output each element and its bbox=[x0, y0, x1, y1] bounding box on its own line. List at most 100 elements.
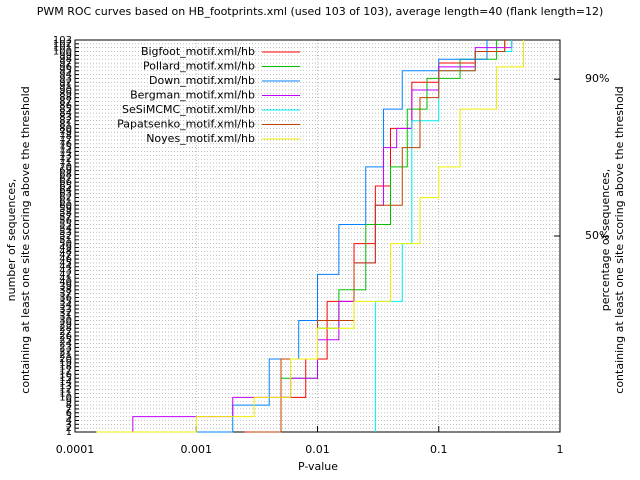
y-tick-label: 99 bbox=[59, 50, 72, 61]
plot-frame bbox=[74, 39, 561, 433]
y-tick-label: 43 bbox=[59, 266, 72, 277]
y-tick-label: 98 bbox=[59, 54, 72, 65]
x-tick-label: 0.01 bbox=[305, 443, 330, 456]
y-tick-label: 42 bbox=[59, 269, 72, 280]
y-tick-label: 76 bbox=[59, 139, 72, 150]
y-tick-label: 37 bbox=[59, 289, 72, 300]
y-tick-label: 5 bbox=[66, 412, 72, 423]
y-tick-label: 85 bbox=[59, 104, 72, 115]
y-tick-label: 55 bbox=[59, 219, 72, 230]
y-tick-label: 94 bbox=[59, 70, 72, 81]
y-tick-label: 12 bbox=[59, 385, 72, 396]
y-tick-label: 88 bbox=[59, 93, 72, 104]
y-tick-label: 13 bbox=[59, 381, 72, 392]
x-tick-label: 0.001 bbox=[181, 443, 213, 456]
y-tick-label: 56 bbox=[59, 216, 72, 227]
y-tick-label: 32 bbox=[59, 308, 72, 319]
y-tick-label: 66 bbox=[59, 177, 72, 188]
y-tick-label: 51 bbox=[59, 235, 72, 246]
y-tick-label: 67 bbox=[59, 173, 72, 184]
y-tick-label: 31 bbox=[59, 312, 72, 323]
y-tick-label: 59 bbox=[59, 204, 72, 215]
y-tick-label: 47 bbox=[59, 250, 72, 261]
y-tick-label: 30 bbox=[59, 316, 72, 327]
y-tick-label: 82 bbox=[59, 116, 72, 127]
y-tick-label: 86 bbox=[59, 100, 72, 111]
y-tick-label: 73 bbox=[59, 150, 72, 161]
series-line bbox=[173, 40, 488, 433]
y-tick-label: 52 bbox=[59, 231, 72, 242]
y-tick-label: 49 bbox=[59, 243, 72, 254]
y-tick-label: 44 bbox=[59, 262, 72, 273]
y-tick-label: 96 bbox=[59, 62, 72, 73]
y-tick-label: 4 bbox=[66, 415, 72, 426]
y-tick-label: 2 bbox=[66, 423, 72, 434]
y-tick-label: 29 bbox=[59, 319, 72, 330]
y-tick-label: 74 bbox=[59, 146, 72, 157]
y-tick-label: 69 bbox=[59, 166, 72, 177]
y-tick-label: 39 bbox=[59, 281, 72, 292]
x-tick-label: 0.1 bbox=[430, 443, 448, 456]
x-axis-label: P-value bbox=[298, 460, 338, 473]
y-tick-label: 20 bbox=[59, 354, 72, 365]
legend-label: Down_motif.xml/hb bbox=[149, 74, 255, 87]
y-tick-label: 46 bbox=[59, 254, 72, 265]
y2-tick-label: 90% bbox=[585, 72, 609, 85]
y-tick-label: 7 bbox=[66, 404, 72, 415]
y2-axis-label: percentage of sequences, bbox=[599, 169, 612, 311]
y-tick-label: 65 bbox=[59, 181, 72, 192]
y-tick-label: 58 bbox=[59, 208, 72, 219]
y-tick-label: 72 bbox=[59, 154, 72, 165]
y-tick-label: 53 bbox=[59, 227, 72, 238]
y-tick-label: 15 bbox=[59, 373, 72, 384]
y-tick-label: 3 bbox=[66, 419, 72, 430]
y-tick-label: 93 bbox=[59, 73, 72, 84]
y-tick-label: 78 bbox=[59, 131, 72, 142]
y-tick-label: 33 bbox=[59, 304, 72, 315]
y-axis-label: number of sequences, bbox=[5, 179, 18, 302]
y-tick-label: 101 bbox=[53, 43, 72, 54]
y-tick-label: 102 bbox=[53, 39, 72, 50]
chart-title: PWM ROC curves based on HB_footprints.xm… bbox=[37, 5, 604, 18]
y-tick-label: 8 bbox=[66, 400, 72, 411]
y-tick-label: 77 bbox=[59, 135, 72, 146]
y-tick-label: 24 bbox=[59, 339, 72, 350]
y-tick-label: 92 bbox=[59, 77, 72, 88]
y-tick-label: 61 bbox=[59, 196, 72, 207]
series-line bbox=[374, 40, 513, 432]
legend-label: SeSiMCMC_motif.xml/hb bbox=[122, 103, 255, 116]
y-tick-label: 90 bbox=[59, 85, 72, 96]
y-tick-label: 18 bbox=[59, 362, 72, 373]
y-tick-label: 75 bbox=[59, 143, 72, 154]
y-tick-label: 14 bbox=[59, 377, 72, 388]
legend-label: Papatsenko_motif.xml/hb bbox=[117, 118, 255, 131]
y-tick-label: 6 bbox=[66, 408, 72, 419]
y-tick-label: 40 bbox=[59, 277, 72, 288]
y-tick-label: 68 bbox=[59, 170, 72, 181]
y-tick-label: 71 bbox=[59, 158, 72, 169]
y-tick-label: 25 bbox=[59, 335, 72, 346]
y-tick-label: 63 bbox=[59, 189, 72, 200]
y-tick-label: 64 bbox=[59, 185, 72, 196]
y-tick-label: 17 bbox=[59, 366, 72, 377]
y-tick-label: 81 bbox=[59, 120, 72, 131]
y-tick-label: 50 bbox=[59, 239, 72, 250]
y-tick-label: 80 bbox=[59, 123, 72, 134]
y-tick-label: 62 bbox=[59, 193, 72, 204]
y-tick-label: 60 bbox=[59, 200, 72, 211]
y-tick-label: 70 bbox=[59, 162, 72, 173]
legend-label: Bigfoot_motif.xml/hb bbox=[141, 45, 255, 58]
y-tick-label: 103 bbox=[53, 35, 72, 46]
y-tick-label: 57 bbox=[59, 212, 72, 223]
y-tick-label: 95 bbox=[59, 66, 72, 77]
y-tick-label: 11 bbox=[59, 389, 72, 400]
y-tick-label: 83 bbox=[59, 112, 72, 123]
y-tick-label: 45 bbox=[59, 258, 72, 269]
x-tick-label: 0.0001 bbox=[56, 443, 95, 456]
y-tick-label: 27 bbox=[59, 327, 72, 338]
x-tick-label: 1 bbox=[557, 443, 564, 456]
y-tick-label: 21 bbox=[59, 350, 72, 361]
y-tick-label: 34 bbox=[59, 300, 72, 311]
y-tick-label: 48 bbox=[59, 246, 72, 257]
